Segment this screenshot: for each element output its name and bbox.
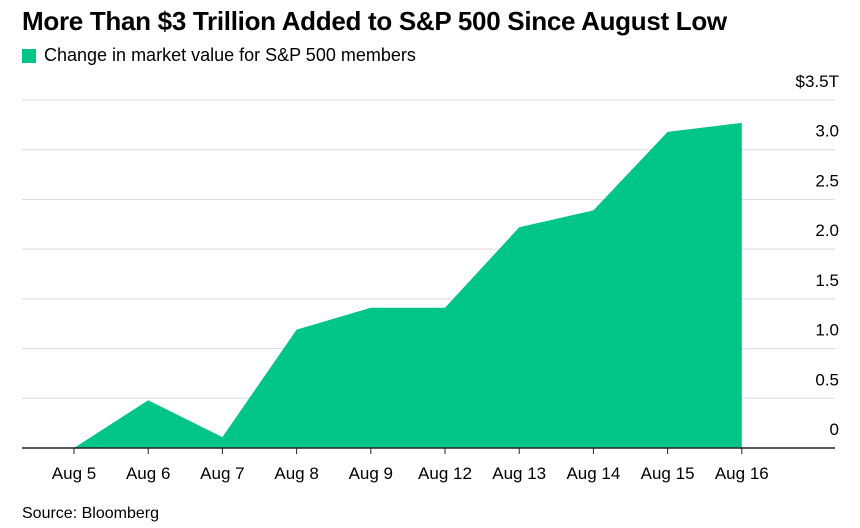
legend: Change in market value for S&P 500 membe… [22, 45, 416, 66]
y-tick-label: 0 [830, 420, 839, 439]
y-tick-label: 3.0 [815, 122, 839, 141]
x-tick-label: Aug 16 [715, 464, 769, 483]
y-tick-label: 1.0 [815, 321, 839, 340]
x-tick-label: Aug 7 [200, 464, 244, 483]
x-tick-label: Aug 13 [492, 464, 546, 483]
area-series [74, 122, 742, 449]
source-note: Source: Bloomberg [22, 505, 159, 522]
x-axis: Aug 5 Aug 6 Aug 7 Aug 8 Aug 9 Aug 12 Aug 13 Aug… [22, 447, 835, 483]
x-tick-label: Aug 8 [274, 464, 318, 483]
x-tick-label: Aug 15 [641, 464, 695, 483]
x-tick-label: Aug 12 [418, 464, 472, 483]
y-tick-label: 1.5 [815, 271, 839, 290]
legend-swatch [22, 48, 36, 63]
y-tick-label: $3.5T [796, 72, 839, 91]
area-fill [74, 122, 742, 449]
x-tick-label: Aug 14 [566, 464, 620, 483]
y-axis: 0 0.5 1.0 1.5 2.0 2.5 3.0 $3.5T [796, 72, 839, 439]
chart-title: More Than $3 Trillion Added to S&P 500 S… [22, 6, 727, 36]
y-tick-label: 2.5 [815, 171, 839, 190]
x-tick-label: Aug 6 [126, 464, 170, 483]
y-tick-label: 0.5 [815, 370, 839, 389]
x-tick-label: Aug 9 [349, 464, 393, 483]
y-tick-label: 2.0 [815, 221, 839, 240]
legend-label: Change in market value for S&P 500 membe… [44, 45, 416, 65]
x-tick-label: Aug 5 [52, 464, 96, 483]
